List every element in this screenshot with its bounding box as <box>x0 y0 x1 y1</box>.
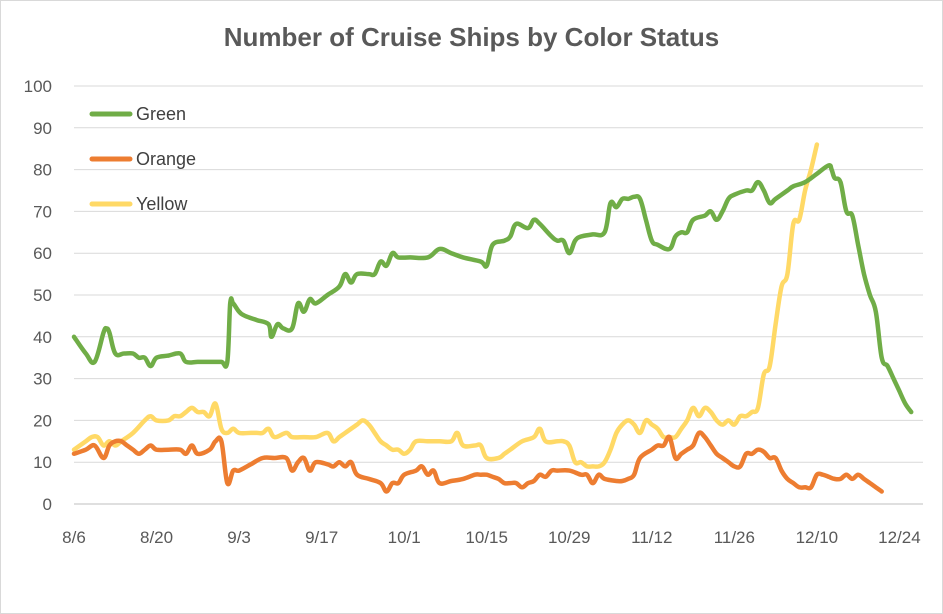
y-axis-ticks: 0 10 20 30 40 50 60 70 80 90 100 <box>24 77 52 514</box>
x-tick-label: 12/24 <box>878 528 921 547</box>
y-tick-label: 80 <box>33 161 52 180</box>
series-line-yellow <box>71 142 820 469</box>
gridlines <box>74 85 923 505</box>
x-tick-label: 10/1 <box>388 528 421 547</box>
x-axis-ticks: 8/6 8/20 9/3 9/17 10/1 10/15 10/29 11/12 11/26 12… <box>62 528 921 547</box>
y-tick-label: 10 <box>33 453 52 472</box>
y-tick-label: 50 <box>33 286 52 305</box>
x-tick-label: 10/15 <box>465 528 508 547</box>
legend: Green Orange Yellow <box>89 104 196 214</box>
y-tick-label: 30 <box>33 370 52 389</box>
series-lines <box>71 142 914 494</box>
y-tick-label: 60 <box>33 244 52 263</box>
x-tick-label: 10/29 <box>548 528 591 547</box>
series-line-green <box>71 163 914 415</box>
x-tick-label: 9/3 <box>227 528 251 547</box>
legend-label-green: Green <box>136 104 186 124</box>
legend-label-yellow: Yellow <box>136 194 188 214</box>
series-line-orange <box>71 430 884 494</box>
y-tick-label: 90 <box>33 119 52 138</box>
legend-label-orange: Orange <box>136 149 196 169</box>
y-tick-label: 100 <box>24 77 52 96</box>
y-tick-label: 0 <box>43 495 52 514</box>
chart-title: Number of Cruise Ships by Color Status <box>223 22 720 52</box>
x-tick-label: 11/26 <box>714 528 755 547</box>
y-tick-label: 40 <box>33 328 52 347</box>
x-tick-label: 8/6 <box>62 528 86 547</box>
x-tick-label: 9/17 <box>305 528 338 547</box>
y-tick-label: 70 <box>33 202 52 221</box>
x-tick-label: 8/20 <box>140 528 173 547</box>
y-tick-label: 20 <box>33 411 52 430</box>
x-tick-label: 12/10 <box>796 528 839 547</box>
x-tick-label: 11/12 <box>631 528 672 547</box>
